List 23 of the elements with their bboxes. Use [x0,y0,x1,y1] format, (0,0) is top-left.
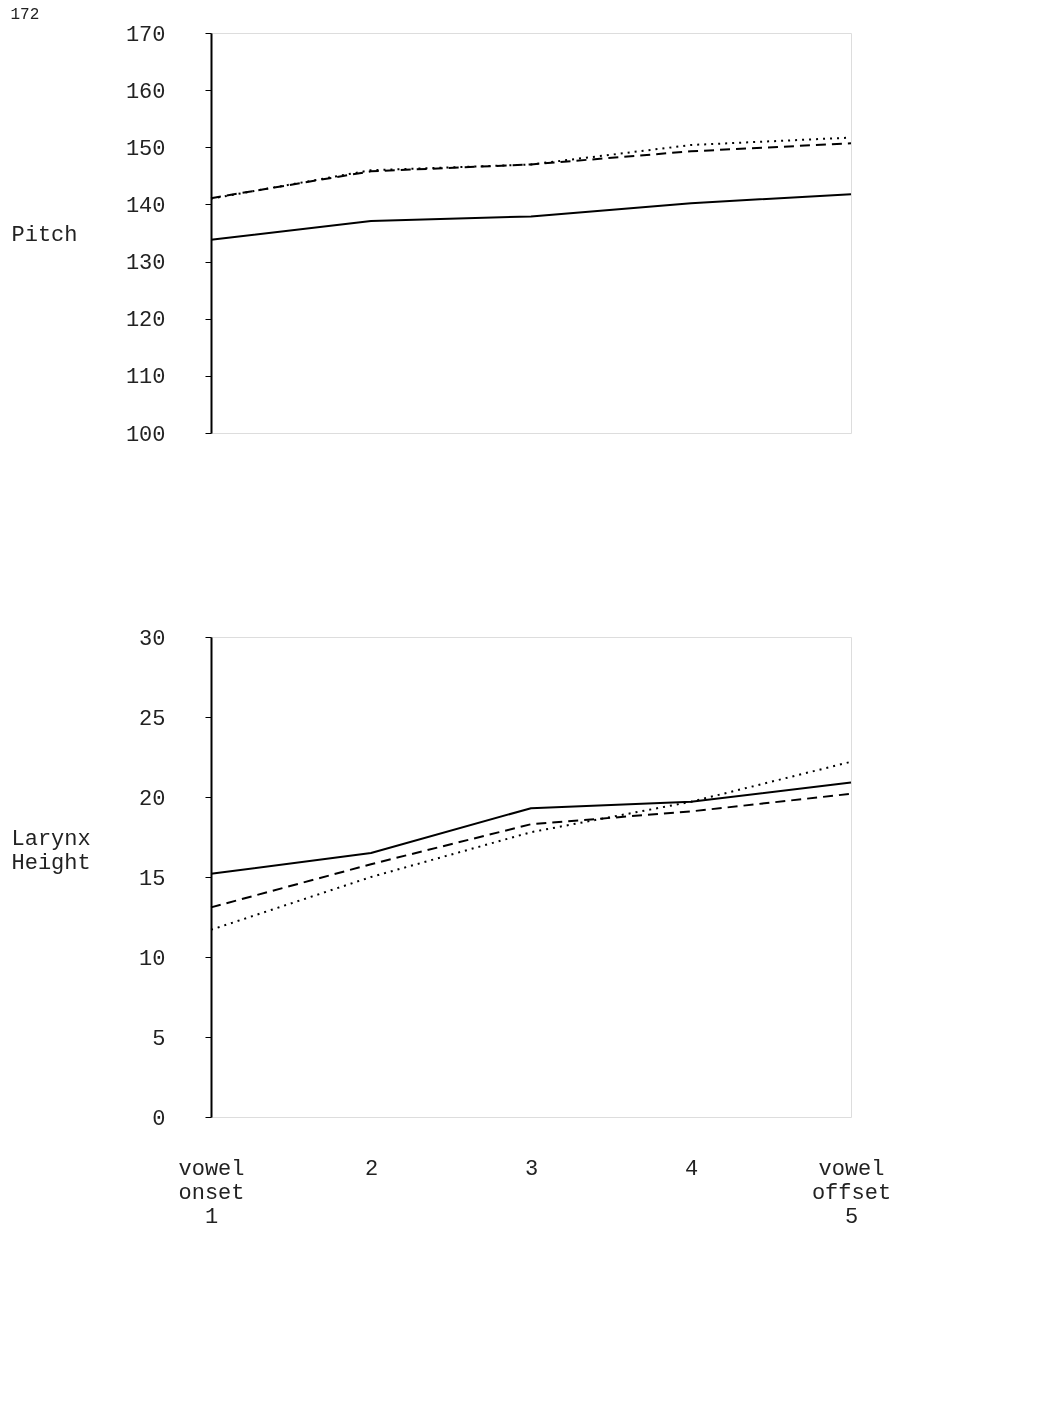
y-tick-label: 130 [125,251,166,277]
y-tick-label: 100 [125,422,166,448]
y-tick-label: 25 [139,706,166,732]
y-tick-label: 140 [125,193,166,219]
y-tick-label: 160 [125,79,166,105]
x-tick-label: 4 [684,1156,699,1182]
y-tick-label: 150 [125,136,166,162]
y-tick-label: 5 [152,1026,166,1052]
y-tick-label: 170 [125,22,166,48]
y-tick-label: 10 [139,946,166,972]
y-tick-label: 20 [139,786,166,812]
text: 172 [10,5,40,24]
y-tick-label: 120 [125,308,166,334]
y-tick-label: 0 [152,1106,166,1132]
y-axis-title: Pitch [11,222,78,248]
x-tick-label: vowel offset 5 [811,1156,892,1230]
y-tick-label: 30 [139,626,166,652]
x-tick-label: 2 [364,1156,379,1182]
y-tick-label: 110 [125,365,166,391]
x-tick-label: 3 [524,1156,539,1182]
y-axis-title: Larynx Height [11,826,91,876]
x-tick-label: vowel onset 1 [178,1156,245,1230]
y-tick-label: 15 [139,866,166,892]
